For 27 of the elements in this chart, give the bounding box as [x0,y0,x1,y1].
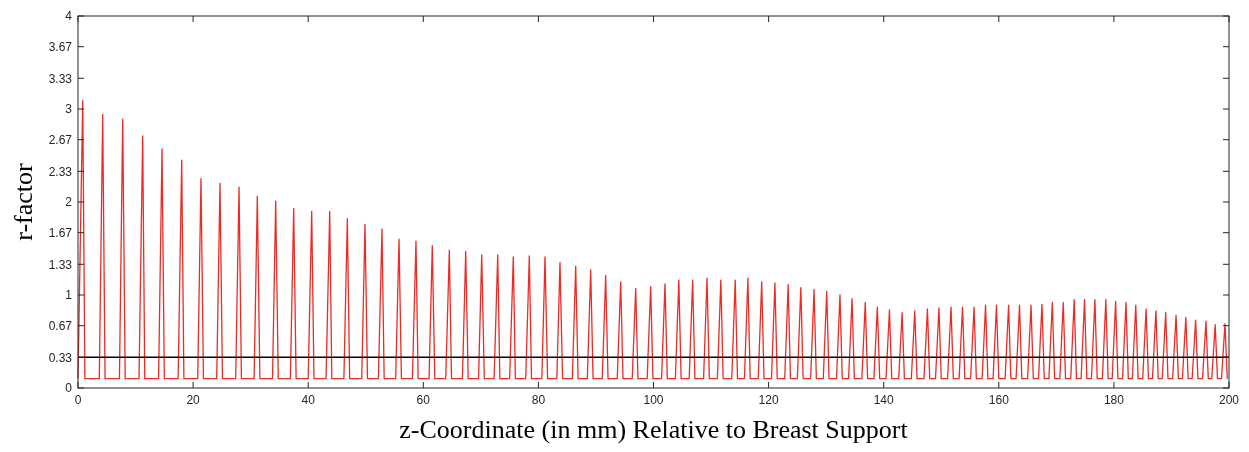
y-tick-label: 0.67 [48,318,73,333]
x-tick-label: 0 [74,393,82,407]
y-tick-label: 1.67 [48,225,73,240]
y-tick-label: 4 [65,9,73,24]
y-tick-label: 3.33 [48,71,73,86]
x-tick-label: 100 [643,393,664,407]
y-tick-label: 2.33 [48,164,73,179]
y-tick-label: 2.67 [48,132,73,147]
x-tick-label: 160 [988,393,1010,407]
y-tick-label: 3 [65,102,73,117]
x-tick-label: 80 [531,393,546,407]
x-tick-label: 140 [873,393,895,407]
y-tick-label: 2 [65,195,73,210]
x-tick-label: 120 [758,393,779,407]
y-axis-title: r-factor [9,162,38,241]
y-tick-label: 0.33 [48,350,73,365]
y-tick-label: 3.67 [48,39,73,54]
x-tick-label: 60 [416,393,431,407]
y-tick-label: 1.33 [48,257,73,272]
x-axis-title: z-Coordinate (in mm) Relative to Breast Support [399,415,909,444]
y-tick-label: 1 [65,288,73,303]
y-tick-label: 0 [65,381,73,396]
x-tick-label: 20 [186,393,201,407]
line-series [77,99,1228,380]
x-tick-label: 180 [1103,393,1125,407]
x-tick-label: 200 [1218,393,1240,407]
x-tick-label: 40 [301,393,316,407]
